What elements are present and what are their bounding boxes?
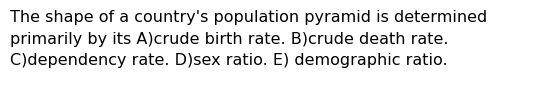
Text: The shape of a country's population pyramid is determined
primarily by its A)cru: The shape of a country's population pyra… xyxy=(10,10,487,68)
